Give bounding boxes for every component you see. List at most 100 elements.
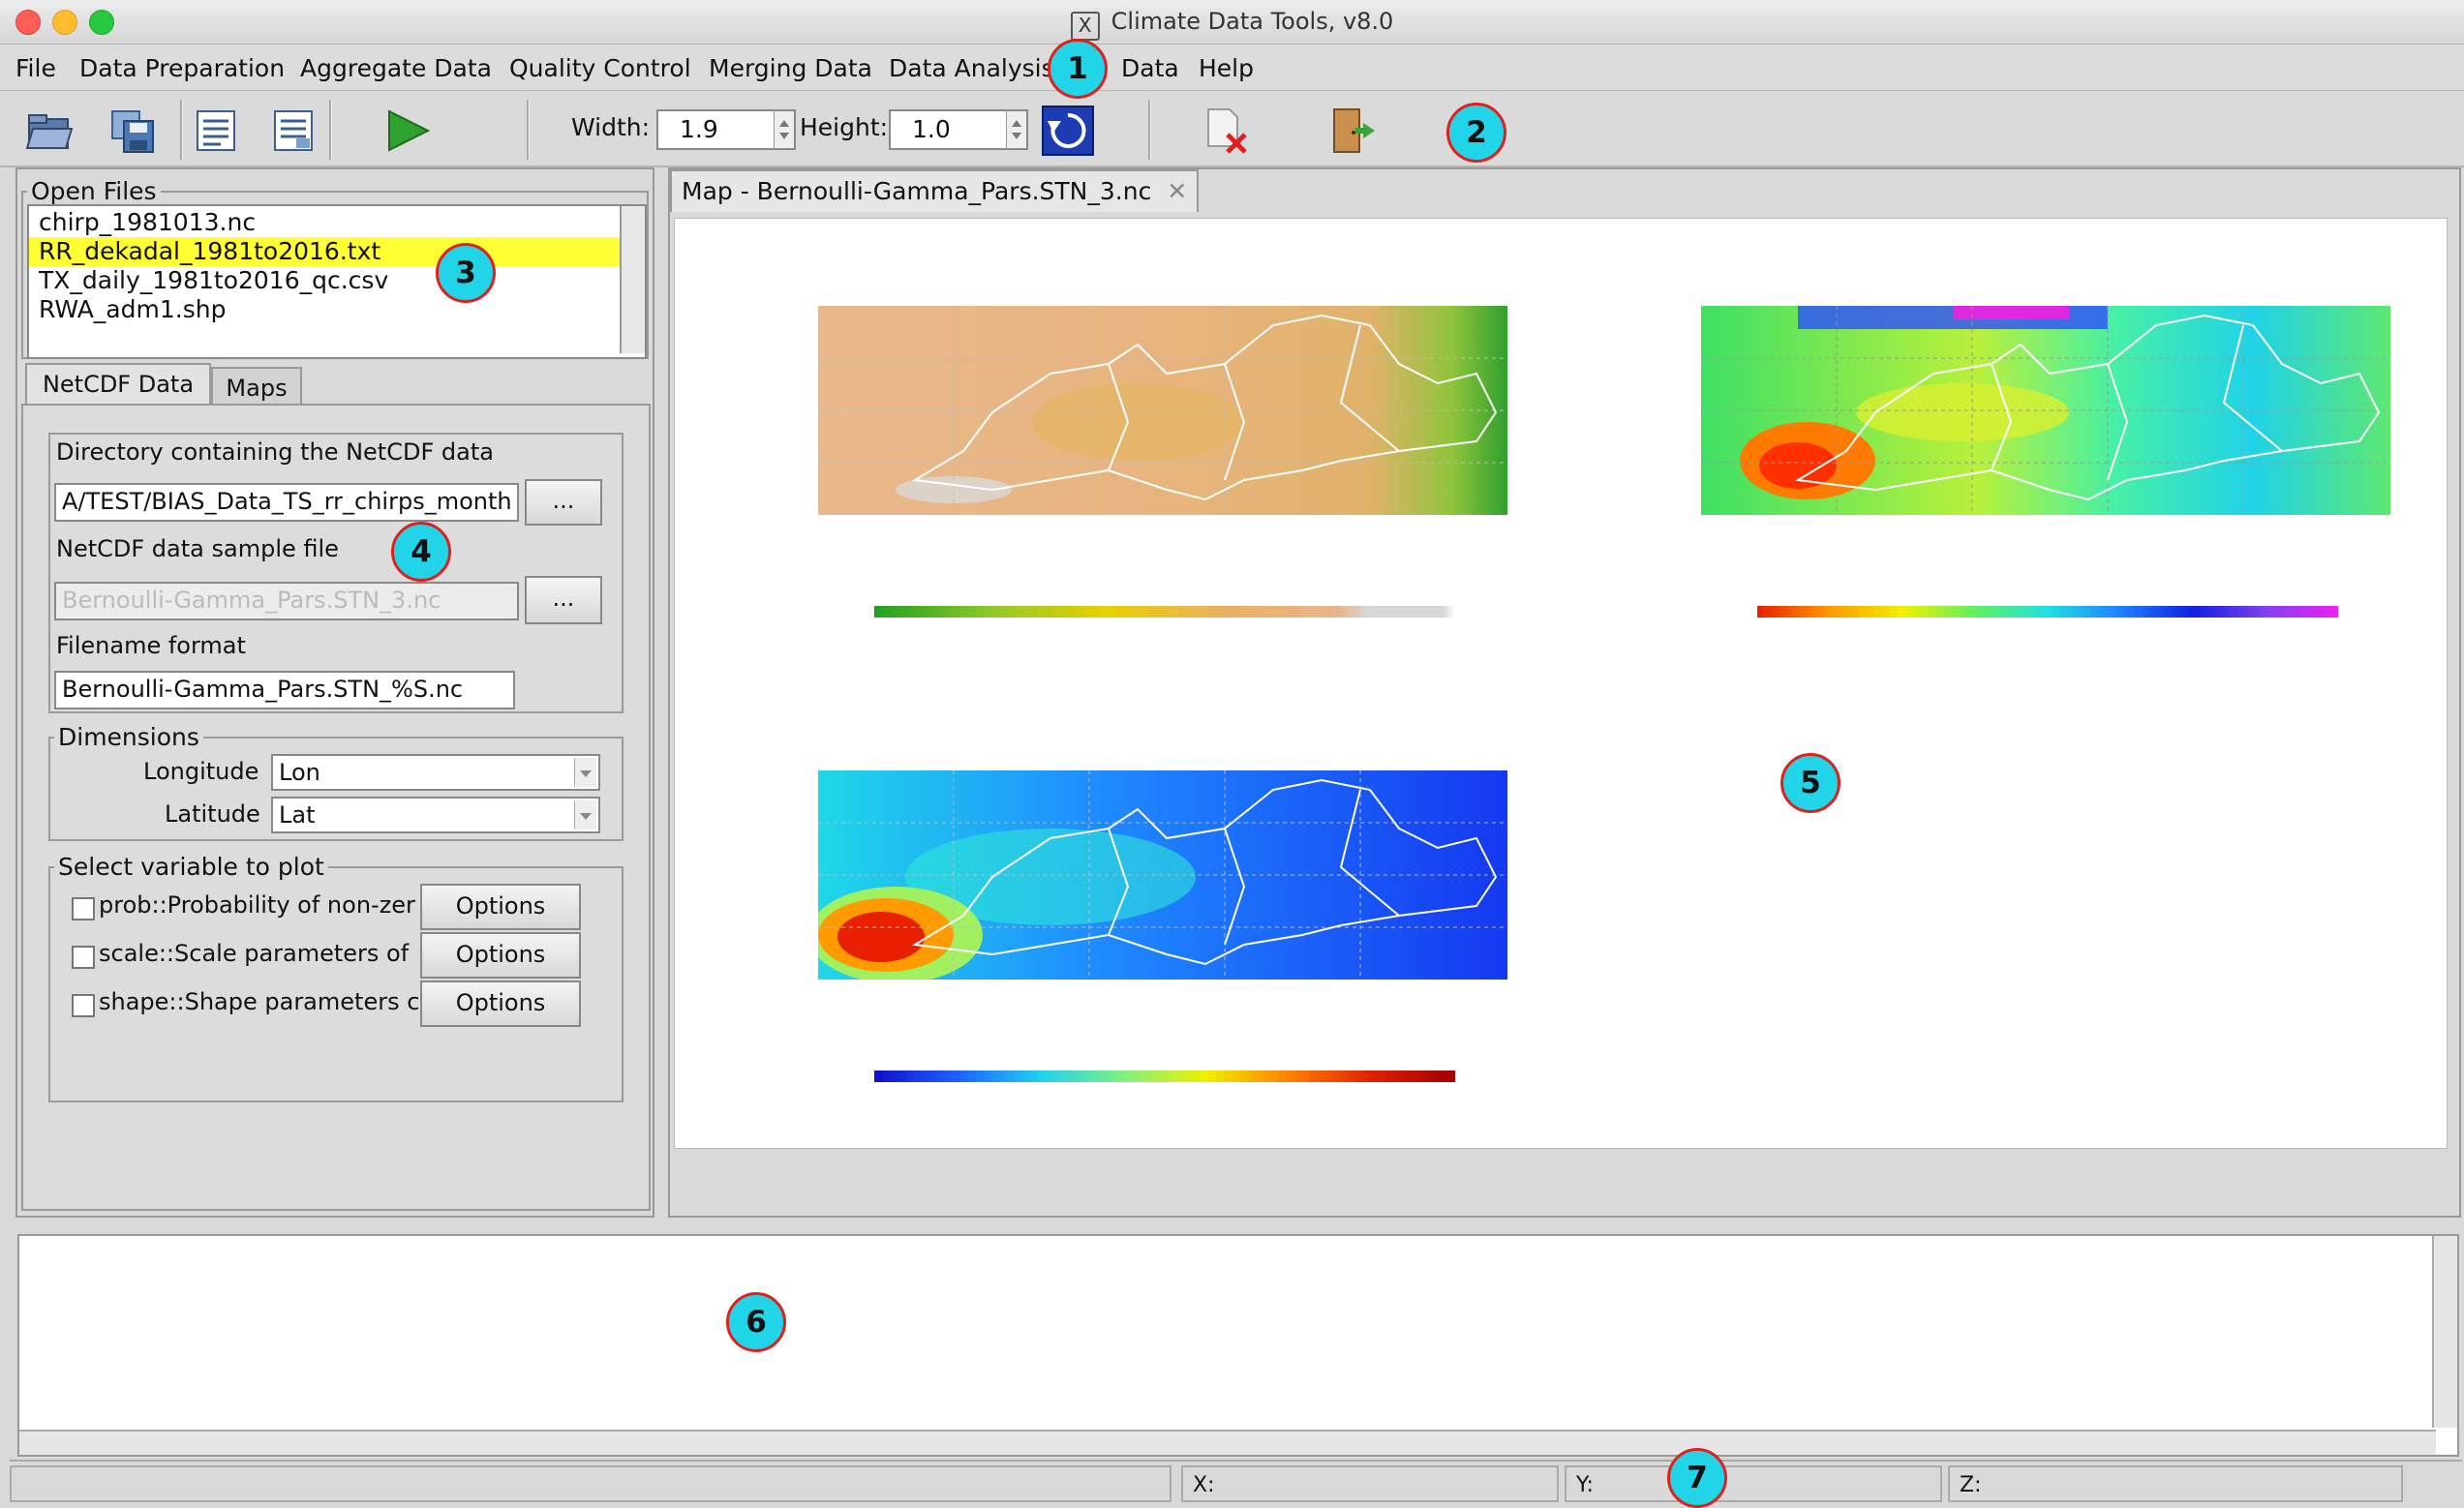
table-edit-icon: [274, 110, 313, 151]
menu-file[interactable]: File: [15, 54, 56, 82]
exit-button[interactable]: [1326, 106, 1379, 156]
variable-options-button[interactable]: Options: [420, 980, 581, 1027]
file-item[interactable]: chirp_1981013.nc: [39, 208, 257, 236]
maximize-window-button[interactable]: [89, 10, 114, 35]
delete-file-icon: [1207, 108, 1247, 154]
close-file-button[interactable]: [1201, 106, 1253, 156]
netcdf-settings-group: [48, 433, 624, 713]
variable-checkbox[interactable]: [72, 897, 95, 920]
callout-7: 7: [1667, 1448, 1727, 1508]
tab-netcdf-data[interactable]: NetCDF Data: [25, 363, 211, 404]
exit-door-icon: [1333, 108, 1375, 153]
map-canvas[interactable]: 5: [674, 218, 2448, 1149]
menu-data[interactable]: Data: [1121, 54, 1179, 82]
play-icon: [388, 109, 431, 152]
file-item-selected[interactable]: RR_dekadal_1981to2016.txt: [39, 237, 381, 265]
height-spinner-arrows[interactable]: [1006, 111, 1026, 148]
colorbar-shape: [874, 1071, 1455, 1082]
file-item[interactable]: RWA_adm1.shp: [39, 295, 227, 323]
chevron-down-icon[interactable]: [574, 758, 596, 787]
log-vertical-scrollbar[interactable]: [2432, 1236, 2457, 1428]
menu-help[interactable]: Help: [1199, 54, 1254, 82]
browse-sample-button[interactable]: ...: [525, 576, 602, 624]
variable-options-button[interactable]: Options: [420, 884, 581, 930]
width-label: Width:: [571, 113, 651, 141]
callout-5: 5: [1780, 753, 1840, 813]
save-button[interactable]: [106, 106, 159, 156]
save-icon: [111, 110, 154, 153]
open-folder-icon: [25, 114, 74, 149]
settings-table-button[interactable]: [190, 106, 242, 156]
window-title-wrap: X Climate Data Tools, v8.0: [0, 8, 2464, 41]
callout-1: 1: [1048, 39, 1108, 99]
longitude-label: Longitude: [143, 758, 259, 785]
open-folder-button[interactable]: [23, 106, 76, 156]
width-value: 1.9: [680, 115, 718, 143]
width-spinner-arrows[interactable]: [774, 111, 794, 148]
directory-input[interactable]: A/TEST/BIAS_Data_TS_rr_chirps_month: [54, 483, 519, 522]
callout-4: 4: [391, 522, 451, 582]
tab-maps[interactable]: Maps: [211, 367, 302, 404]
status-y: Y:: [1565, 1465, 1942, 1502]
height-value: 1.0: [912, 115, 951, 143]
colorbar-scale: [1757, 606, 2338, 618]
variable-label: prob::Probability of non-zer: [99, 891, 415, 919]
variable-label: scale::Scale parameters of: [99, 940, 410, 967]
longitude-value: Lon: [279, 759, 320, 786]
refresh-button[interactable]: [1042, 106, 1094, 156]
menu-data-preparation[interactable]: Data Preparation: [79, 54, 286, 82]
file-list-scrollbar[interactable]: [620, 206, 645, 353]
variable-options-button[interactable]: Options: [420, 932, 581, 979]
variable-checkbox[interactable]: [72, 946, 95, 969]
callout-2: 2: [1446, 103, 1506, 163]
filename-format-label: Filename format: [56, 632, 246, 659]
width-spinner[interactable]: 1.9: [656, 109, 796, 150]
menu-merging-data[interactable]: Merging Data: [709, 54, 872, 82]
window-title: Climate Data Tools, v8.0: [1110, 8, 1394, 35]
colorbar-probability: [874, 606, 1455, 618]
open-files-list[interactable]: chirp_1981013.nc RR_dekadal_1981to2016.t…: [27, 204, 647, 359]
status-z: Z:: [1948, 1465, 2403, 1502]
variables-legend: Select variable to plot: [58, 853, 324, 881]
browse-directory-button[interactable]: ...: [525, 479, 602, 526]
minimize-window-button[interactable]: [52, 10, 77, 35]
map-panel: Map - Bernoulli-Gamma_Pars.STN_3.nc ✕: [668, 167, 2461, 1218]
menu-data-analysis[interactable]: Data Analysis: [889, 54, 1054, 82]
menu-quality-control[interactable]: Quality Control: [509, 54, 691, 82]
callout-6: 6: [726, 1292, 786, 1352]
close-tab-icon[interactable]: ✕: [1167, 177, 1188, 205]
toolbar: Width: 1.9 Height: 1.0: [0, 92, 2464, 167]
latitude-label: Latitude: [165, 800, 260, 828]
chevron-down-icon[interactable]: [574, 800, 596, 829]
latitude-combo[interactable]: Lat: [271, 797, 600, 833]
table-edit-button[interactable]: [267, 106, 319, 156]
sample-file-input[interactable]: Bernoulli-Gamma_Pars.STN_3.nc: [54, 582, 519, 620]
status-y-label: Y:: [1576, 1473, 1594, 1497]
file-item[interactable]: TX_daily_1981to2016_qc.csv: [39, 266, 389, 294]
directory-label: Directory containing the NetCDF data: [56, 438, 494, 466]
height-spinner[interactable]: 1.0: [889, 109, 1028, 150]
sample-file-label: NetCDF data sample file: [56, 535, 339, 562]
open-files-legend: Open Files: [31, 177, 157, 205]
log-console[interactable]: 6: [17, 1234, 2459, 1457]
refresh-icon: [1048, 112, 1086, 148]
callout-3: 3: [436, 243, 496, 303]
toolbar-separator: [329, 100, 332, 160]
log-horizontal-scrollbar[interactable]: [19, 1430, 2436, 1455]
filename-format-input[interactable]: Bernoulli-Gamma_Pars.STN_%S.nc: [54, 671, 515, 709]
toolbar-separator: [1148, 100, 1151, 160]
run-button[interactable]: [381, 106, 434, 156]
variable-checkbox[interactable]: [72, 994, 95, 1017]
status-bar: X: Y: Z:: [10, 1460, 2462, 1503]
close-window-button[interactable]: [15, 10, 41, 35]
status-message: [10, 1465, 1171, 1502]
map-tab[interactable]: Map - Bernoulli-Gamma_Pars.STN_3.nc ✕: [670, 169, 1200, 212]
left-panel: Open Files chirp_1981013.nc RR_dekadal_1…: [15, 167, 654, 1218]
longitude-combo[interactable]: Lon: [271, 754, 600, 791]
toolbar-separator: [527, 100, 530, 160]
title-bar: X Climate Data Tools, v8.0: [0, 0, 2464, 45]
menu-bar: File Data Preparation Aggregate Data Qua…: [0, 45, 2464, 91]
menu-aggregate-data[interactable]: Aggregate Data: [300, 54, 492, 82]
map-scale: [1701, 306, 2390, 515]
x11-icon: X: [1070, 12, 1100, 41]
